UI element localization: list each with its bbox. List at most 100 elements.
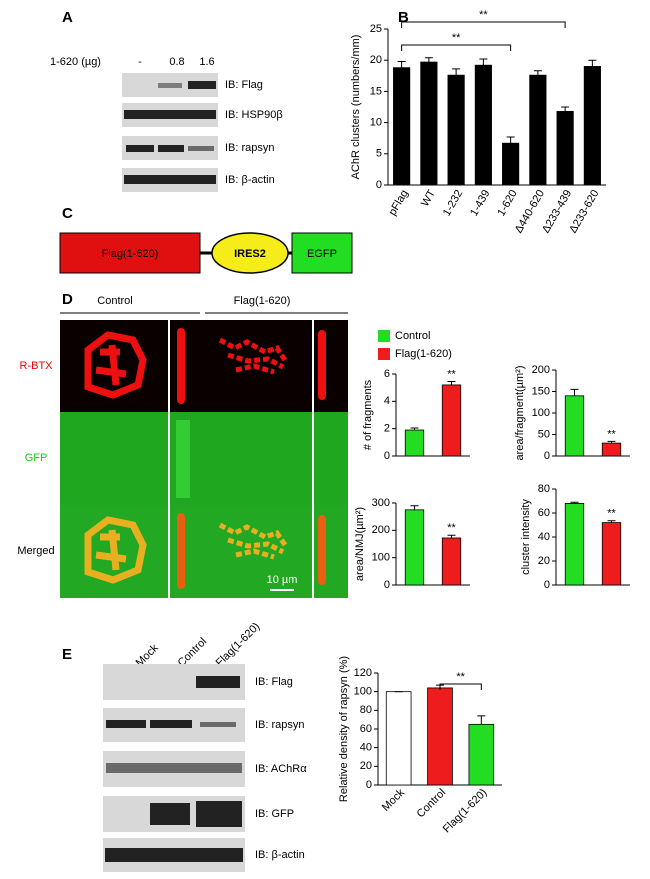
y-tick-label: 80	[360, 704, 372, 716]
y-tick-label: 200	[532, 364, 550, 376]
y-tick-label: 20	[370, 54, 382, 66]
construct-diagram	[59, 232, 353, 274]
legend-label: Control	[395, 330, 430, 342]
row-label: R-BTX	[20, 360, 54, 372]
blot-label: IB: β-actin	[225, 174, 275, 186]
error-bar	[607, 520, 616, 523]
significance: **	[452, 32, 461, 44]
y-tick-label: 60	[360, 723, 372, 735]
panel-letter: D	[62, 291, 73, 308]
panel-letter: E	[62, 646, 72, 663]
bar	[441, 537, 462, 586]
error-bar	[447, 534, 456, 538]
x-tick-label: 1-439	[468, 188, 492, 218]
y-tick-label: 5	[376, 148, 382, 160]
y-tick-label: 0	[376, 179, 382, 191]
bar	[583, 66, 601, 186]
legend: Control Flag(1-620)	[378, 330, 452, 360]
y-tick-label: 300	[372, 497, 390, 509]
y-axis-label: AChR clusters (numbers/mm)	[350, 35, 362, 180]
bar	[474, 64, 492, 186]
column-header: Flag(1-620)	[234, 295, 291, 307]
y-tick-label: 0	[384, 579, 390, 591]
bar	[556, 110, 574, 186]
construct-label: IRES2	[234, 248, 266, 260]
x-tick-label: 1-232	[441, 188, 465, 218]
y-tick-label: 60	[538, 507, 550, 519]
x-tick-label: Mock	[380, 786, 407, 813]
y-tick-label: 25	[370, 23, 382, 35]
significance: **	[607, 428, 616, 440]
bar	[393, 67, 411, 186]
blot-label: IB: AChRα	[255, 763, 307, 775]
x-tick-label: Control	[415, 787, 449, 821]
blot-label: IB: β-actin	[255, 849, 305, 861]
x-tick-label: 1-620	[495, 188, 519, 218]
significance: **	[456, 671, 465, 683]
bar	[404, 429, 425, 457]
y-tick-label: 150	[532, 385, 550, 397]
error-bar	[561, 106, 570, 112]
blot-label: IB: rapsyn	[255, 719, 305, 731]
column-header: Control	[97, 295, 132, 307]
blot-label: IB: Flag	[225, 79, 263, 91]
error-bar	[533, 70, 542, 76]
dose: -	[138, 56, 142, 68]
bar	[441, 384, 462, 457]
lane-label: Flag(1-620)	[214, 620, 263, 669]
y-tick-label: 6	[384, 368, 390, 380]
construct-label: EGFP	[307, 248, 337, 260]
panel-letter: A	[62, 9, 73, 26]
y-axis-label: area/fragment(µm²)	[514, 366, 526, 461]
significance: **	[479, 9, 488, 21]
y-axis-label: area/NMJ(µm²)	[354, 507, 366, 581]
y-tick-label: 20	[360, 760, 372, 772]
blot-label: IB: GFP	[255, 808, 294, 820]
significance: **	[447, 368, 456, 380]
significance-bracket	[439, 683, 482, 690]
legend-swatch	[378, 330, 390, 342]
y-tick-label: 40	[360, 742, 372, 754]
y-tick-label: 15	[370, 85, 382, 97]
blot-label: IB: Flag	[255, 676, 293, 688]
y-tick-label: 80	[538, 483, 550, 495]
significance-bracket	[401, 21, 566, 28]
bar	[468, 723, 495, 786]
y-tick-label: 100	[354, 686, 372, 698]
micrographs	[60, 320, 348, 598]
y-tick-label: 0	[544, 579, 550, 591]
dose: 1.6	[199, 56, 214, 68]
error-bar	[424, 57, 433, 63]
bar	[601, 442, 622, 457]
bar	[447, 74, 465, 186]
blot-label: IB: rapsyn	[225, 142, 275, 154]
y-tick-label: 2	[384, 423, 390, 435]
error-bar	[410, 505, 419, 510]
bar	[385, 691, 412, 786]
panel-letter: C	[62, 205, 73, 222]
error-bar	[570, 388, 579, 396]
significance: **	[447, 522, 456, 534]
error-bar	[447, 381, 456, 385]
y-tick-label: 100	[372, 552, 390, 564]
dose-label: 1-620 (µg)	[50, 56, 101, 68]
error-bar	[570, 501, 579, 504]
error-bar	[506, 136, 515, 144]
y-tick-label: 0	[544, 450, 550, 462]
y-axis-label: cluster intensity	[520, 499, 532, 575]
scale-bar-label: 10 µm	[267, 574, 298, 586]
y-tick-label: 0	[366, 779, 372, 791]
y-axis-label: Relative density of rapsyn (%)	[338, 656, 350, 802]
row-label: GFP	[25, 452, 48, 464]
x-tick-label: WT	[419, 188, 438, 209]
bar	[529, 74, 547, 186]
bar	[420, 61, 438, 186]
y-tick-label: 120	[354, 667, 372, 679]
error-bar	[397, 60, 406, 68]
y-tick-label: 50	[538, 428, 550, 440]
y-axis-label: # of fragments	[362, 379, 374, 450]
error-bar	[452, 68, 461, 76]
panel-letter: B	[398, 9, 409, 26]
error-bar	[607, 440, 616, 444]
y-tick-label: 10	[370, 117, 382, 129]
